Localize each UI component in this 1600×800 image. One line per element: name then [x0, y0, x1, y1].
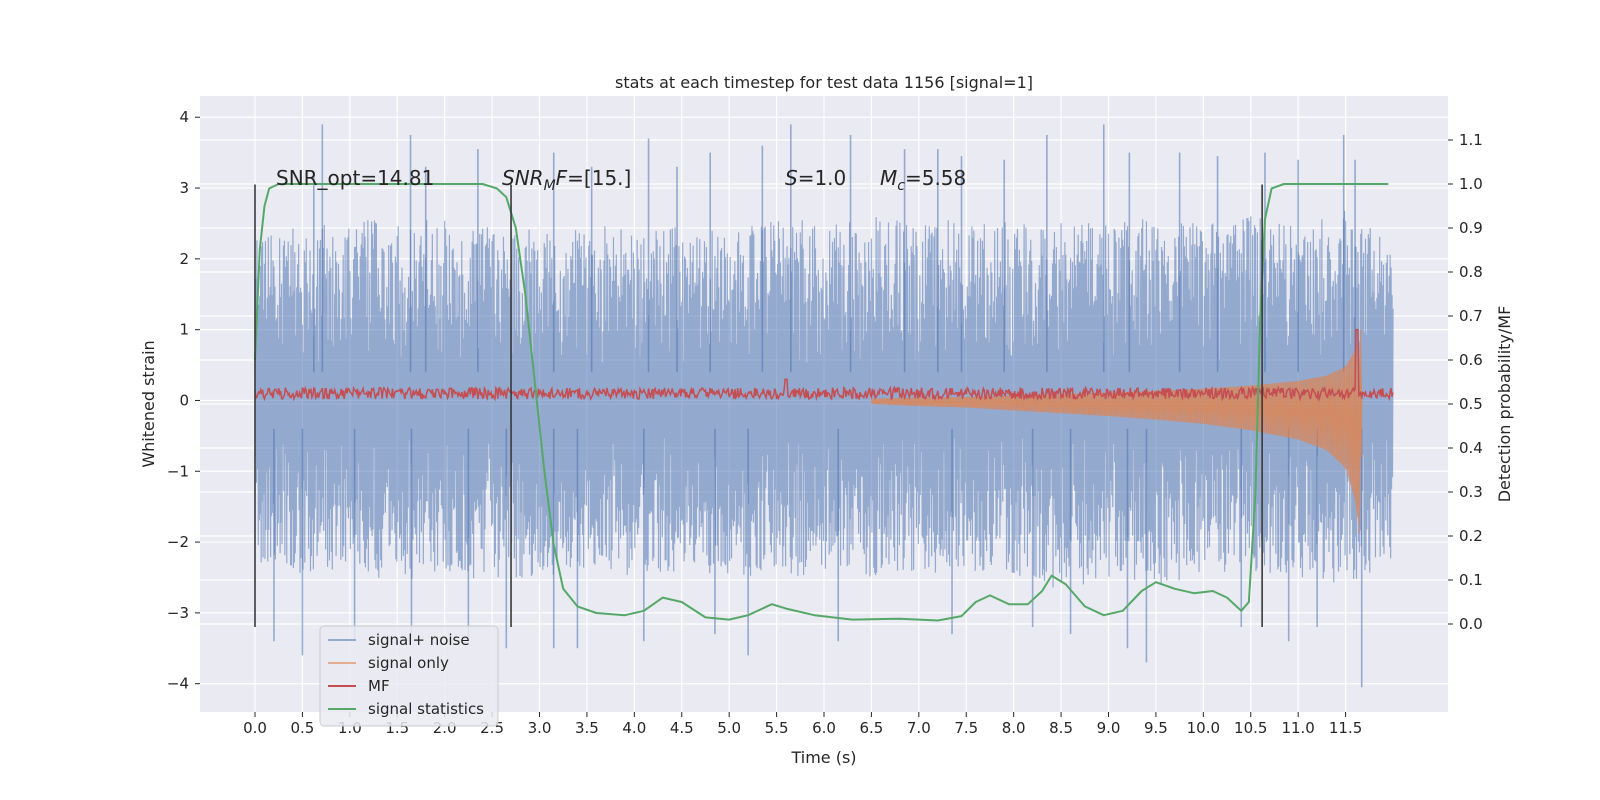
series-signal-noise	[254, 210, 1394, 588]
annotation-snr-opt: SNR_opt=14.81	[276, 166, 434, 190]
annotations: SNR_opt=14.81 SNRMF=[15.] S=1.0 Mc=5.58	[276, 166, 966, 194]
x-tick-label: 9.0	[1097, 719, 1121, 737]
x-axis-title: Time (s)	[790, 748, 856, 767]
y-right-tick-label: 0.6	[1459, 351, 1483, 369]
y-tick-label: 3	[179, 179, 189, 197]
y-tick-label: −3	[167, 604, 189, 622]
y-tick-label: −2	[167, 533, 189, 551]
y-right-tick-label: 0.9	[1459, 219, 1483, 237]
y-right-tick-label: 0.1	[1459, 571, 1483, 589]
legend-box	[319, 625, 499, 727]
x-tick-label: 9.5	[1144, 719, 1168, 737]
y-right-tick-label: 0.7	[1459, 307, 1483, 325]
x-tick-label: 11.5	[1329, 719, 1362, 737]
x-tick-label: 7.5	[954, 719, 978, 737]
x-tick-label: 0.5	[290, 719, 314, 737]
vertical-markers	[254, 184, 1263, 628]
y-tick-label: 2	[179, 250, 189, 268]
chart-title: stats at each timestep for test data 115…	[615, 73, 1033, 92]
x-tick-label: 6.0	[812, 719, 836, 737]
y-right-tick-label: 0.0	[1459, 615, 1483, 633]
legend-label-signal-noise: signal+ noise	[368, 631, 470, 649]
y-right-tick-label: 0.5	[1459, 395, 1483, 413]
legend: signal+ noise signal only MF signal stat…	[319, 625, 499, 727]
axes: 0.0 0.5 1.0 1.5 2.0 2.5 3.0 3.5 4.0 4.5 5.0 5.5 6.0 6…	[167, 108, 1483, 737]
x-tick-label: 11.0	[1281, 719, 1314, 737]
x-tick-label: 4.0	[622, 719, 646, 737]
x-tick-label: 8.5	[1049, 719, 1073, 737]
y-axis-title: Whitened strain	[139, 340, 158, 467]
x-tick-label: 5.0	[717, 719, 741, 737]
legend-label-mf: MF	[368, 677, 390, 695]
series-signal-statistics	[254, 183, 1389, 622]
x-tick-label: 5.5	[765, 719, 789, 737]
x-tick-label: 10.5	[1234, 719, 1267, 737]
legend-label-signal-statistics: signal statistics	[368, 700, 484, 718]
legend-label-signal-only: signal only	[368, 654, 449, 672]
x-tick-label: 6.5	[859, 719, 883, 737]
x-tick-label: 7.0	[907, 719, 931, 737]
y-tick-label: 0	[179, 391, 189, 409]
y-tick-label: −4	[167, 675, 189, 693]
x-tick-label: 0.0	[243, 719, 267, 737]
annotation-s-value: S=1.0	[785, 166, 846, 190]
y-right-tick-label: 1.0	[1459, 175, 1483, 193]
y-right-tick-label: 1.1	[1459, 131, 1483, 149]
x-tick-label: 3.5	[575, 719, 599, 737]
y-tick-label: −1	[167, 462, 189, 480]
y-tick-label: 4	[179, 108, 189, 126]
y-tick-label: 1	[179, 321, 189, 339]
x-tick-label: 4.5	[670, 719, 694, 737]
x-tick-label: 10.0	[1187, 719, 1220, 737]
x-tick-label: 8.0	[1002, 719, 1026, 737]
annotation-mc-value: Mc=5.58	[880, 166, 966, 194]
y-right-tick-label: 0.8	[1459, 263, 1483, 281]
annotation-snr-mf: SNRMF=[15.]	[502, 166, 631, 194]
y-axis-right-title: Detection probability/MF	[1495, 306, 1514, 503]
y-right-tick-label: 0.3	[1459, 483, 1483, 501]
x-tick-label: 3.0	[528, 719, 552, 737]
series-signal-only	[870, 329, 1363, 534]
y-right-tick-label: 0.2	[1459, 527, 1483, 545]
series-layer	[254, 124, 1394, 688]
y-right-tick-label: 0.4	[1459, 439, 1483, 457]
series-mf	[254, 328, 1394, 402]
